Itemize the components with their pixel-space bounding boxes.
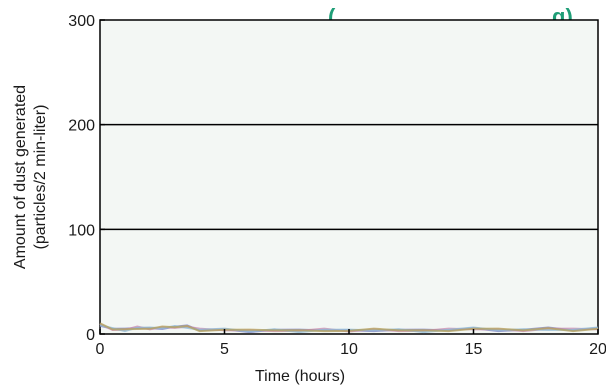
noise-series-3: [99, 322, 599, 333]
x-axis-title: Time (hours): [255, 368, 345, 385]
y-tick-label-200: 200: [68, 118, 95, 135]
y-axis-title-line2: (particles/2 min-liter): [32, 105, 49, 250]
x-tick-label-15: 15: [465, 341, 483, 358]
x-tick-label-5: 5: [220, 341, 229, 358]
x-tick-label-20: 20: [589, 341, 606, 358]
y-tick-label-300: 300: [68, 13, 95, 30]
y-axis-title-line1: Amount of dust generated: [12, 85, 29, 269]
plot-area: [99, 19, 599, 335]
x-axis-ticks: 0 5 10 15 20: [96, 329, 606, 358]
y-tick-label-100: 100: [68, 222, 95, 239]
x-tick-label-10: 10: [340, 341, 358, 358]
chart-title-fragment-left: (: [328, 4, 336, 29]
grid-lines: [100, 123, 598, 231]
y-tick-label-0: 0: [86, 327, 95, 344]
noise-series-2: [99, 324, 599, 334]
x-tick-label-0: 0: [96, 341, 105, 358]
noise-band: [99, 322, 599, 334]
y-axis-ticks: 0 100 200 300: [68, 13, 105, 344]
